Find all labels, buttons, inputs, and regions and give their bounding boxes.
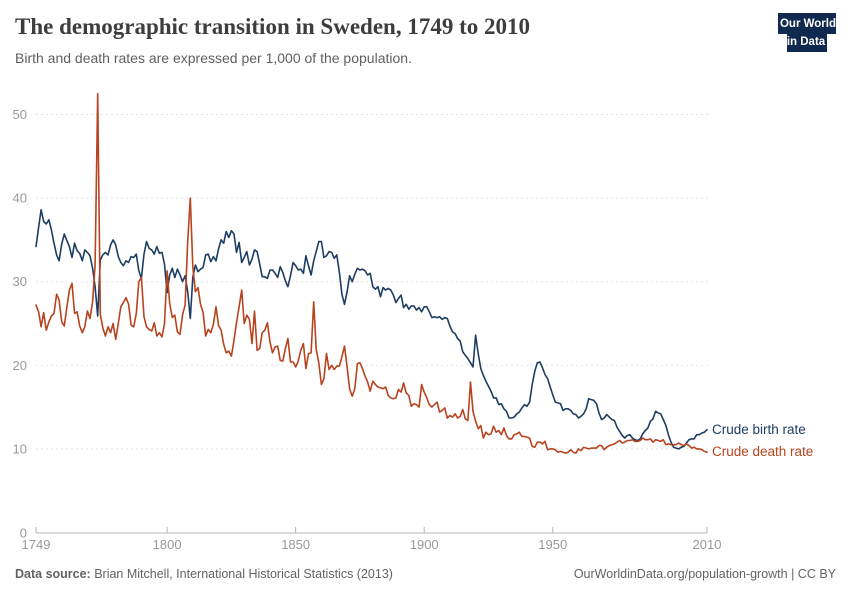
chart-footer: Data source: Brian Mitchell, Internation… bbox=[15, 567, 836, 581]
credit-link[interactable]: OurWorldinData.org/population-growth | C… bbox=[573, 567, 836, 581]
page-title: The demographic transition in Sweden, 17… bbox=[15, 14, 530, 39]
y-tick-label: 40 bbox=[13, 191, 27, 206]
owid-logo-line2: in Data bbox=[786, 36, 826, 48]
y-tick-label: 10 bbox=[13, 441, 27, 456]
death-rate-line[interactable] bbox=[35, 92, 708, 454]
y-tick-label: 0 bbox=[20, 526, 27, 541]
data-source-label: Data source: bbox=[15, 567, 91, 581]
owid-logo-box: Our World in Data bbox=[777, 13, 836, 52]
x-tick-label: 1900 bbox=[410, 537, 439, 552]
x-tick-label: 1749 bbox=[22, 537, 51, 552]
data-source-note: Data source: Brian Mitchell, Internation… bbox=[15, 567, 393, 581]
legend-crude-birth-rate: Crude birth rate bbox=[712, 421, 806, 437]
x-tick-label: 1800 bbox=[153, 537, 182, 552]
birth-rate-line[interactable] bbox=[35, 209, 708, 450]
y-tick-label: 50 bbox=[13, 107, 27, 122]
legend-crude-death-rate: Crude death rate bbox=[712, 444, 814, 460]
x-tick-label: 1850 bbox=[281, 537, 310, 552]
page-subtitle: Birth and death rates are expressed per … bbox=[15, 50, 412, 66]
data-source-text: Brian Mitchell, International Historical… bbox=[90, 567, 393, 581]
y-tick-label: 30 bbox=[13, 274, 27, 289]
owid-logo[interactable]: Our World in Data bbox=[772, 13, 842, 52]
owid-logo-line1: Our World bbox=[779, 18, 836, 30]
x-tick-label: 1950 bbox=[538, 537, 567, 552]
y-tick-label: 20 bbox=[13, 358, 27, 373]
x-tick-label: 2010 bbox=[693, 537, 722, 552]
